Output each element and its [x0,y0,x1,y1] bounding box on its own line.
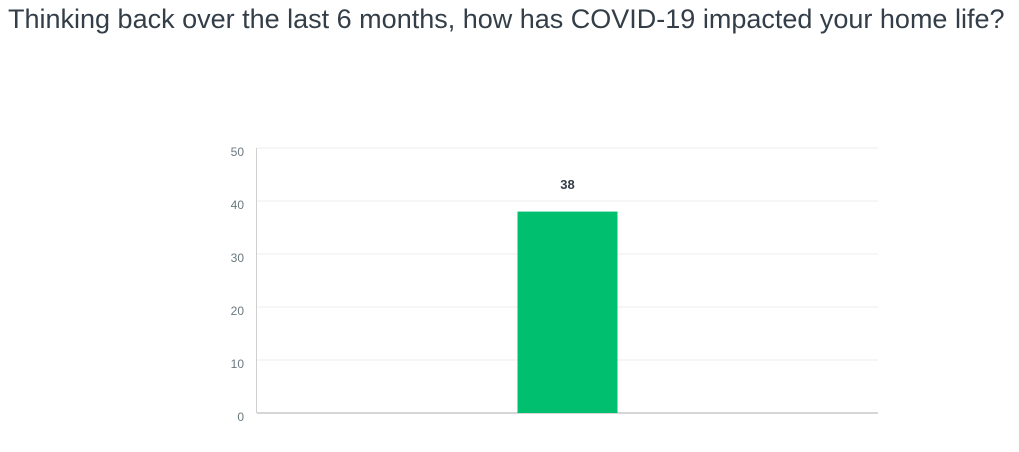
chart-title: Thinking back over the last 6 months, ho… [8,4,1005,34]
y-tick-label: 30 [231,251,245,265]
y-tick-label: 0 [237,410,244,424]
y-tick-label: 40 [231,198,245,212]
y-tick-label: 10 [231,357,245,371]
y-tick-label: 50 [231,145,245,159]
data-label: 38 [560,177,574,192]
bar [517,211,618,413]
y-tick-label: 20 [231,304,245,318]
